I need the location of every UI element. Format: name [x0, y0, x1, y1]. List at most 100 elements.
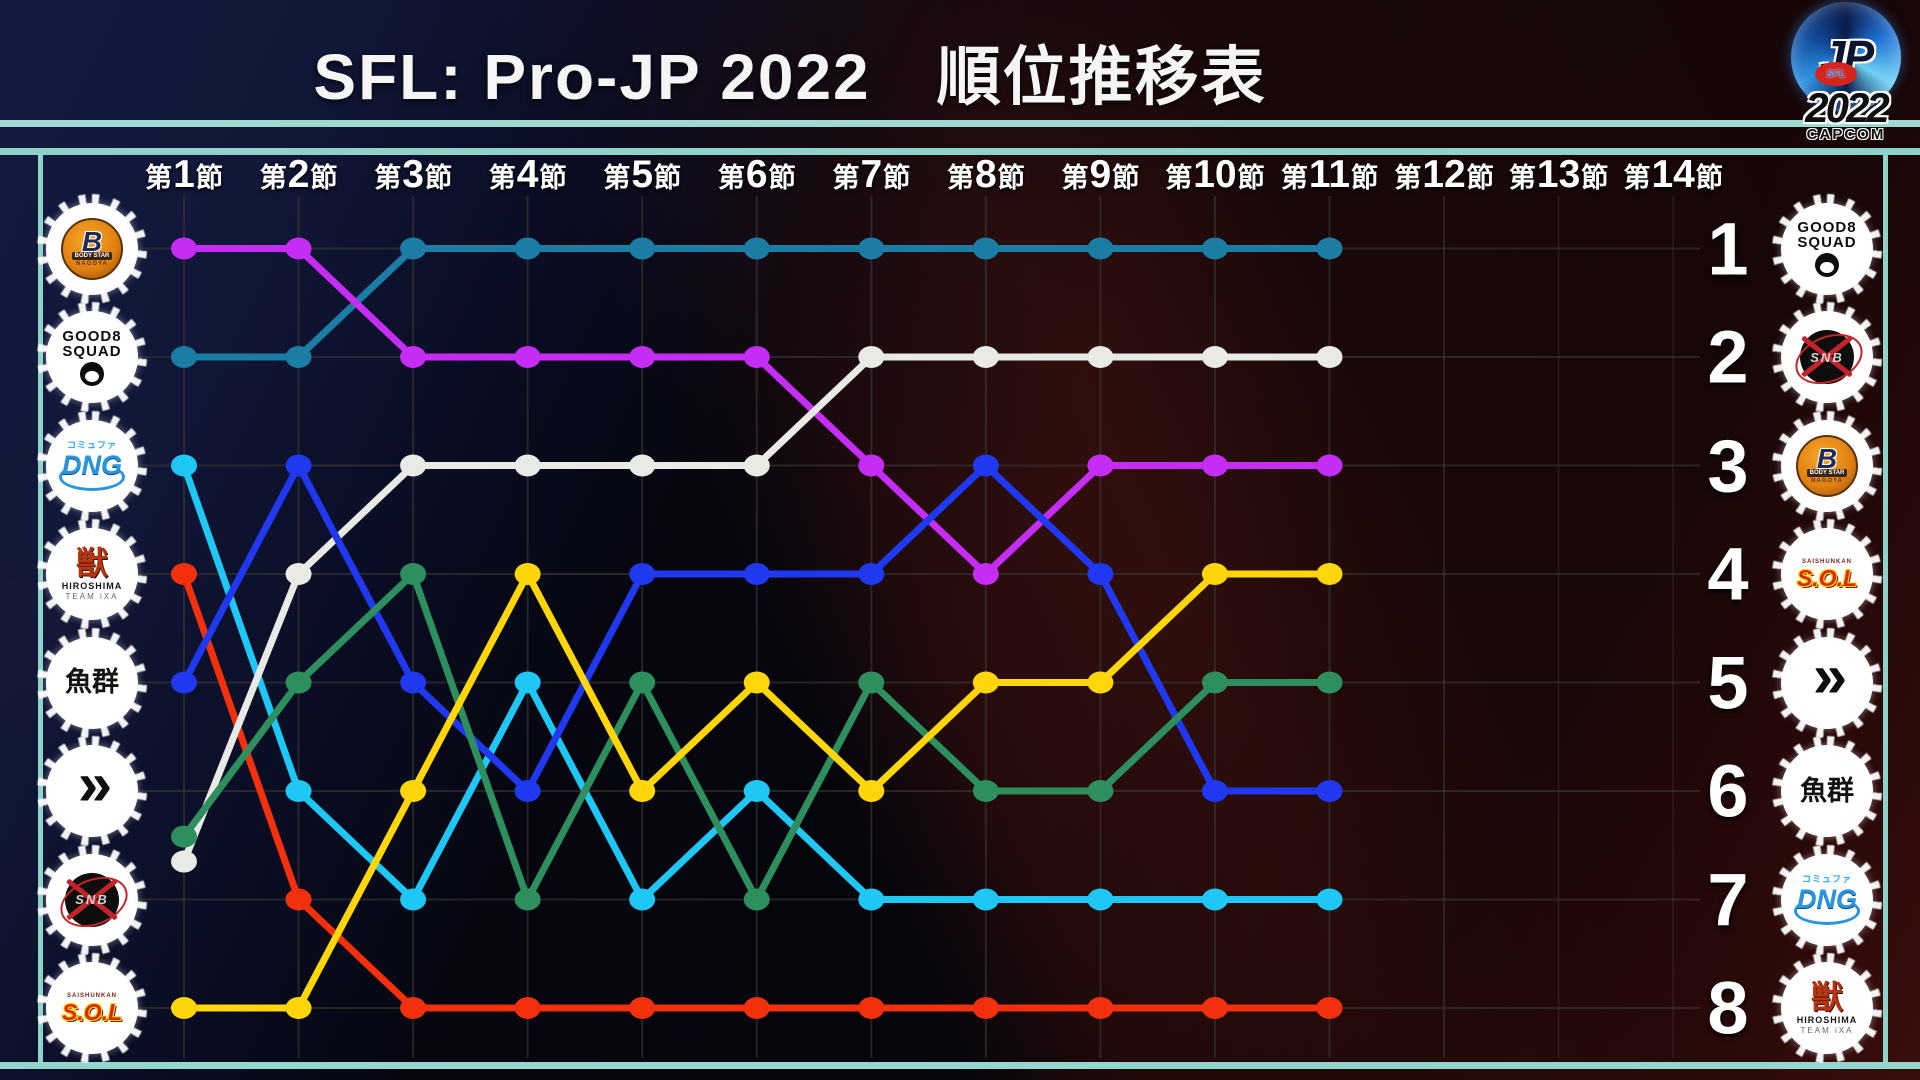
- round-suffix: 節: [424, 163, 452, 193]
- data-point-sol-round-1: [171, 997, 197, 1019]
- ink-swirl-core: [1781, 636, 1873, 729]
- team-logo-hiroshima-team-ixa: 獣 HIROSHIMA TEAM iXA: [1797, 981, 1858, 1035]
- round-number: 7: [860, 153, 883, 196]
- ixa-hiroshima-text: HIROSHIMA: [61, 581, 123, 591]
- data-point-gyogun-round-11: [1316, 780, 1343, 802]
- ixa-hiroshima-text: HIROSHIMA: [1796, 1015, 1858, 1025]
- gyogun-calligraphy-text: 魚群: [1800, 775, 1854, 807]
- data-point-dng-round-3: [400, 888, 427, 911]
- round-prefix: 第: [1280, 163, 1308, 193]
- series-bodystar: [171, 237, 1343, 585]
- series-ixa: [171, 563, 1343, 1019]
- ink-swirl-core: [46, 311, 138, 403]
- data-point-sol-round-4: [514, 563, 541, 585]
- bodystar-sub-text: NAGOYA: [76, 261, 108, 267]
- round-label-10: 第10節: [1165, 155, 1264, 203]
- data-point-fav-round-10: [1201, 671, 1228, 694]
- round-prefix: 第: [374, 163, 402, 193]
- data-point-bodystar-round-7: [858, 454, 885, 477]
- team-badge-ixa-right: 獣 HIROSHIMA TEAM iXA: [1772, 953, 1882, 1063]
- good8-line1: GOOD8: [62, 327, 122, 345]
- snb-main-text: SNB: [1810, 349, 1844, 365]
- bodystar-b-mark: B: [1816, 443, 1838, 474]
- final-rank-number-8: 8: [1707, 966, 1749, 1050]
- dng-main-text: DNG: [1797, 883, 1857, 914]
- snb-main-text: SNB: [75, 892, 109, 907]
- final-rank-number-2: 2: [1707, 315, 1749, 399]
- round-number: 14: [1651, 153, 1695, 196]
- round-number: 5: [631, 153, 654, 196]
- dng-main-text: DNG: [62, 449, 122, 480]
- ink-swirl-core: [46, 636, 138, 729]
- data-point-ixa-round-2: [285, 888, 312, 911]
- data-point-gyogun-round-1: [171, 671, 197, 694]
- data-point-dng-round-9: [1087, 888, 1114, 911]
- data-point-ixa-round-3: [400, 997, 427, 1019]
- team-logo-fav: »: [78, 754, 113, 816]
- data-point-sol-round-8: [972, 671, 999, 694]
- bodystar-orange-circle: B BODY STAR NAGOYA: [61, 217, 123, 280]
- team-badge-fav-right: »: [1772, 627, 1882, 738]
- round-number: 2: [287, 153, 310, 196]
- team-badge-gyogun-left: 魚群: [37, 627, 147, 738]
- logo-capcom-text: CAPCOM: [1806, 126, 1886, 143]
- grid-lines: [112, 196, 1700, 1058]
- round-label-1: 第1節: [145, 155, 223, 203]
- round-number: 4: [516, 153, 539, 196]
- data-point-good8-round-7: [858, 237, 885, 260]
- data-point-sol-round-5: [629, 780, 656, 802]
- data-point-gyogun-round-10: [1201, 780, 1228, 802]
- team-logo-sol: SAISHUNKAN S.O.L: [1797, 559, 1857, 590]
- team-logo-sol: SAISHUNKAN S.O.L: [62, 993, 122, 1024]
- chart-frame-bottom-line: [0, 1062, 1920, 1069]
- round-suffix: 節: [1237, 163, 1265, 193]
- final-rank-number-4: 4: [1707, 532, 1749, 616]
- round-label-9: 第9節: [1062, 155, 1140, 203]
- final-rank-number-3: 3: [1707, 424, 1749, 507]
- round-prefix: 第: [717, 163, 745, 193]
- team-badge-dng-right: コミュファ DNG: [1772, 844, 1882, 955]
- good8-line2: SQUAD: [62, 342, 122, 360]
- data-point-fav-round-8: [972, 780, 999, 802]
- round-label-6: 第6節: [718, 155, 796, 203]
- data-point-fav-round-6: [743, 888, 770, 911]
- round-prefix: 第: [145, 163, 173, 193]
- data-point-fav-round-2: [285, 671, 312, 694]
- sol-top-text: SAISHUNKAN: [66, 992, 117, 999]
- ixa-team-text: TEAM iXA: [1800, 1026, 1854, 1035]
- team-logo-gyogun: 魚群: [1800, 778, 1854, 805]
- data-point-fav-round-1: [171, 825, 197, 848]
- data-point-gyogun-round-4: [514, 780, 541, 802]
- round-number: 3: [402, 153, 424, 196]
- data-point-sol-round-2: [285, 997, 312, 1019]
- data-point-snb-round-10: [1201, 346, 1228, 368]
- round-prefix: 第: [1061, 163, 1089, 193]
- page-title: SFL: Pro-JP 2022 順位推移表: [313, 41, 1267, 113]
- series-sol: [171, 563, 1343, 1019]
- data-point-ixa-round-4: [514, 997, 541, 1019]
- logo-sfl-mark: SFL: [1815, 62, 1857, 86]
- data-point-snb-round-4: [514, 454, 541, 477]
- sol-top-text: SAISHUNKAN: [1801, 558, 1852, 565]
- dng-top-text: コミュファ: [1801, 873, 1852, 884]
- data-point-dng-round-4: [514, 671, 541, 694]
- round-label-5: 第5節: [603, 155, 681, 203]
- data-point-ixa-round-9: [1087, 997, 1114, 1019]
- data-point-fav-round-4: [514, 888, 541, 911]
- data-point-good8-round-6: [743, 237, 770, 260]
- data-point-dng-round-5: [629, 888, 656, 911]
- round-suffix: 節: [1112, 163, 1140, 193]
- data-point-dng-round-7: [858, 888, 885, 911]
- data-point-fav-round-3: [400, 563, 427, 585]
- data-point-ixa-round-6: [743, 997, 770, 1019]
- data-point-gyogun-round-5: [629, 563, 656, 585]
- data-point-snb-round-1: [171, 850, 197, 873]
- ink-swirl-core: [46, 528, 138, 620]
- team-badge-snb-right: SNB: [1772, 302, 1882, 412]
- round-number: 12: [1422, 153, 1466, 196]
- round-label-4: 第4節: [489, 155, 567, 203]
- round-number: 6: [745, 153, 768, 196]
- data-point-snb-round-2: [285, 563, 312, 585]
- good8-daruma-icon: [80, 361, 104, 386]
